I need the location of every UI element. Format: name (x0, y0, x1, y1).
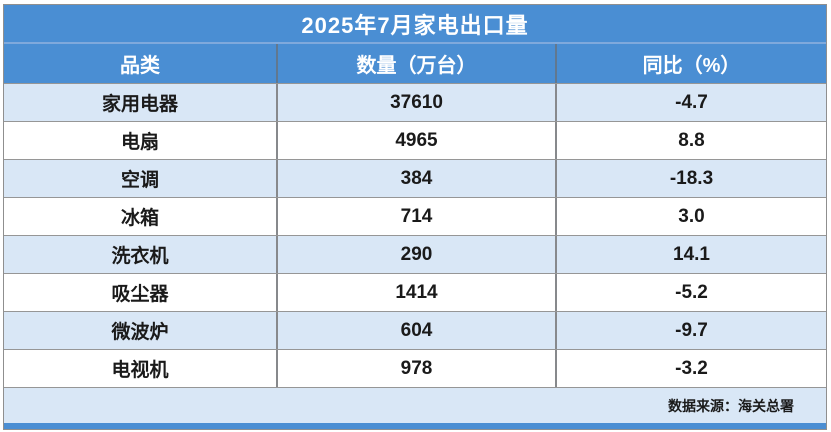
table-row: 空调 384 -18.3 (4, 159, 826, 197)
yoy-cell: -5.2 (675, 281, 708, 303)
table-row: 家用电器 37610 -4.7 (4, 83, 826, 121)
bottom-accent-bar (4, 423, 826, 429)
header-quantity: 数量（万台） (278, 44, 557, 83)
yoy-cell: 14.1 (673, 243, 710, 265)
quantity-cell: 714 (278, 198, 557, 235)
table-row: 洗衣机 290 14.1 (4, 235, 826, 273)
quantity-cell: 290 (278, 236, 557, 273)
header-yoy: 同比（%） (642, 55, 741, 77)
table-row: 冰箱 714 3.0 (4, 197, 826, 235)
yoy-cell: -4.7 (675, 91, 708, 113)
yoy-cell: 8.8 (678, 129, 705, 151)
table-row: 电视机 978 -3.2 (4, 349, 826, 387)
export-table: 2025年7月家电出口量 品类 数量（万台） 同比（%） 家用电器 37610 … (3, 4, 827, 430)
category-cell: 洗衣机 (4, 236, 278, 273)
quantity-cell: 604 (278, 312, 557, 349)
table-header-row: 品类 数量（万台） 同比（%） (4, 44, 826, 83)
quantity-cell: 37610 (278, 84, 557, 121)
category-cell: 吸尘器 (4, 274, 278, 311)
category-cell: 家用电器 (4, 84, 278, 121)
yoy-cell: -3.2 (675, 357, 708, 379)
category-cell: 空调 (4, 160, 278, 197)
table-row: 电扇 4965 8.8 (4, 121, 826, 159)
table-title: 2025年7月家电出口量 (4, 5, 826, 44)
table-row: 微波炉 604 -9.7 (4, 311, 826, 349)
quantity-cell: 1414 (278, 274, 557, 311)
quantity-cell: 384 (278, 160, 557, 197)
yoy-cell: 3.0 (678, 205, 705, 227)
data-source-note: 数据来源：海关总署 (4, 387, 826, 423)
quantity-cell: 978 (278, 350, 557, 387)
header-category: 品类 (4, 44, 278, 83)
quantity-cell: 4965 (278, 122, 557, 159)
table-row: 吸尘器 1414 -5.2 (4, 273, 826, 311)
yoy-cell: -9.7 (675, 319, 708, 341)
category-cell: 电扇 (4, 122, 278, 159)
category-cell: 冰箱 (4, 198, 278, 235)
category-cell: 微波炉 (4, 312, 278, 349)
category-cell: 电视机 (4, 350, 278, 387)
yoy-cell: -18.3 (669, 167, 714, 189)
